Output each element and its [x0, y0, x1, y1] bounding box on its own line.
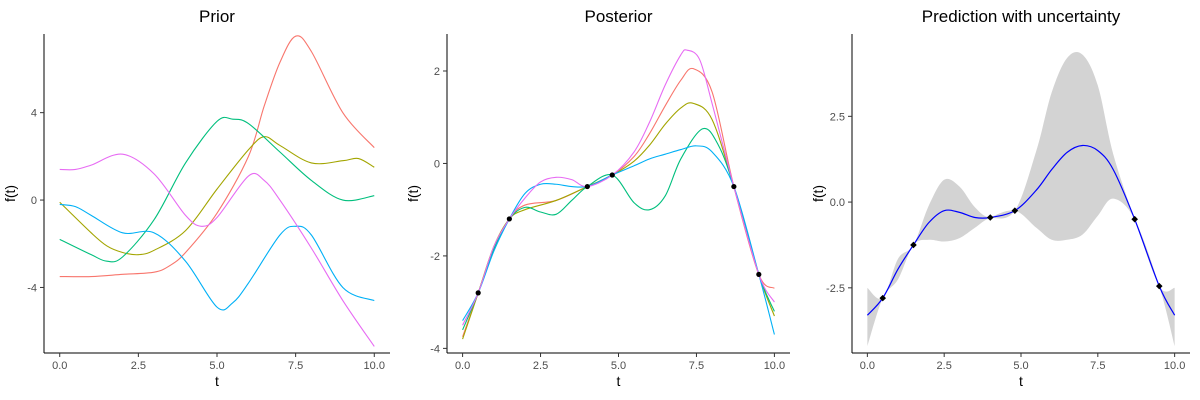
observation-point [609, 172, 615, 178]
x-tick-label: 10.0 [1164, 360, 1185, 372]
panel-title: Prior [199, 7, 235, 26]
x-tick-label: 0.0 [455, 360, 470, 372]
observation-point [986, 214, 994, 221]
x-tick-label: 0.0 [860, 360, 875, 372]
y-axis-title: f(t) [2, 185, 18, 202]
observation-point [879, 294, 887, 302]
series-line-2 [59, 136, 375, 256]
observation-point [1131, 215, 1138, 223]
panel-title: Posterior [584, 7, 652, 26]
series-line-1 [462, 67, 775, 338]
x-tick-label: 2.5 [131, 360, 146, 372]
prior-panel: 0.0 2.5 5.0 7.5 10.0 -4 0 4 Prior t f(t) [2, 7, 390, 389]
y-axis-title: f(t) [810, 185, 826, 202]
observation-point [584, 183, 590, 190]
series-line-5 [462, 49, 775, 326]
observation-point [1011, 207, 1019, 214]
y-tick-label: 2 [434, 66, 440, 78]
x-axis-title: t [617, 373, 621, 389]
x-tick-label: 2.5 [533, 360, 548, 372]
series-line-3 [59, 116, 375, 263]
x-tick-label: 5.0 [1013, 360, 1028, 372]
uncertainty-band [867, 51, 1175, 347]
observation-point [756, 271, 762, 278]
prediction-panel: 0.0 2.5 5.0 7.5 10.0 -2.5 0.0 2.5 Prediction wit… [810, 7, 1190, 389]
panel-title: Prediction with uncertainty [922, 7, 1121, 26]
series-line-5 [59, 153, 375, 347]
y-tick-label: -4 [430, 343, 440, 355]
x-tick-label: 7.5 [1090, 360, 1105, 372]
y-tick-label: -2.5 [826, 283, 845, 295]
x-tick-label: 7.5 [689, 360, 704, 372]
x-tick-label: 0.0 [52, 360, 67, 372]
y-tick-label: 0 [31, 195, 37, 207]
y-tick-label: -4 [27, 282, 37, 294]
observation-point [475, 290, 481, 296]
x-tick-label: 10.0 [764, 360, 785, 372]
observation-point [1155, 282, 1163, 290]
series-line-4 [59, 203, 375, 311]
observation-point [731, 183, 737, 190]
y-axis-title: f(t) [405, 185, 421, 202]
observation-point [506, 216, 512, 222]
posterior-panel: 0.0 2.5 5.0 7.5 10.0 -4 -2 0 2 Posterior t f(t) [405, 7, 790, 389]
y-tick-label: 0 [434, 158, 440, 170]
x-tick-label: 7.5 [288, 360, 303, 372]
x-tick-label: 2.5 [937, 360, 952, 372]
x-axis-title: t [1019, 373, 1023, 389]
y-tick-label: 0.0 [830, 197, 845, 209]
y-tick-label: 4 [31, 108, 37, 120]
series-line-1 [59, 35, 375, 278]
y-tick-label: -2 [430, 251, 440, 263]
x-tick-label: 5.0 [209, 360, 224, 372]
y-tick-label: 2.5 [830, 111, 845, 123]
mean-line [866, 144, 1176, 316]
x-tick-label: 10.0 [364, 360, 385, 372]
x-tick-label: 5.0 [611, 360, 626, 372]
series-line-4 [462, 145, 775, 335]
observation-point [910, 241, 917, 249]
x-axis-title: t [215, 373, 219, 389]
